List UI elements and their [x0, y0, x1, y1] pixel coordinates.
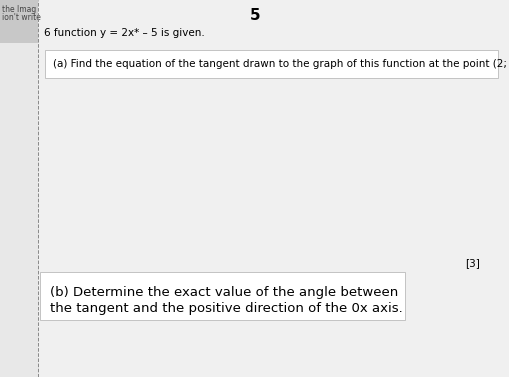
Text: [3]: [3] — [464, 258, 479, 268]
Text: 6 function y = 2x* – 5 is given.: 6 function y = 2x* – 5 is given. — [44, 28, 204, 38]
Text: (a) Find the equation of the tangent drawn to the graph of this function at the : (a) Find the equation of the tangent dra… — [53, 59, 509, 69]
FancyBboxPatch shape — [40, 272, 404, 320]
Text: ion't write: ion't write — [2, 13, 41, 22]
Text: (b) Determine the exact value of the angle between: (b) Determine the exact value of the ang… — [50, 287, 398, 299]
Text: 5: 5 — [249, 8, 260, 23]
Text: the Imag: the Imag — [2, 5, 36, 14]
FancyBboxPatch shape — [45, 50, 497, 78]
Text: the tangent and the positive direction of the 0x axis.: the tangent and the positive direction o… — [50, 302, 402, 316]
Bar — [0, 0, 38, 43]
